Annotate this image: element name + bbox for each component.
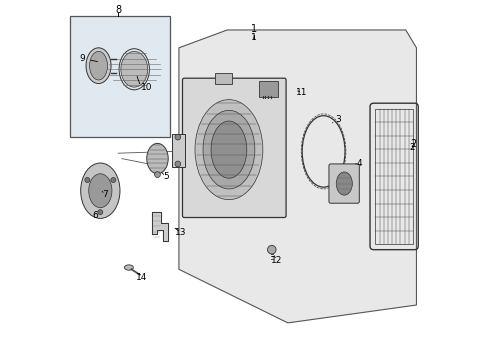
- Text: 10: 10: [141, 83, 152, 92]
- Ellipse shape: [336, 172, 352, 195]
- FancyBboxPatch shape: [182, 78, 286, 217]
- Ellipse shape: [90, 51, 107, 80]
- Ellipse shape: [86, 48, 111, 84]
- Text: 13: 13: [175, 228, 187, 237]
- Polygon shape: [179, 30, 416, 323]
- Text: 2: 2: [411, 139, 416, 149]
- Ellipse shape: [203, 111, 255, 189]
- Text: 6: 6: [92, 211, 98, 220]
- Text: 11: 11: [296, 88, 308, 97]
- Text: 4: 4: [356, 159, 362, 168]
- Text: 12: 12: [271, 256, 282, 265]
- Ellipse shape: [121, 51, 147, 87]
- FancyBboxPatch shape: [70, 16, 170, 137]
- Circle shape: [175, 134, 181, 140]
- Text: 5: 5: [162, 172, 169, 181]
- Text: 9: 9: [79, 54, 98, 63]
- Text: 8: 8: [115, 5, 121, 15]
- Text: 1: 1: [251, 23, 257, 33]
- Ellipse shape: [195, 100, 263, 200]
- Bar: [215, 73, 232, 84]
- Ellipse shape: [147, 143, 168, 174]
- Circle shape: [85, 177, 90, 183]
- Text: 7: 7: [102, 190, 108, 199]
- Circle shape: [268, 246, 276, 254]
- Circle shape: [175, 161, 181, 167]
- Text: 14: 14: [136, 273, 147, 282]
- FancyBboxPatch shape: [259, 81, 278, 97]
- Ellipse shape: [89, 174, 112, 208]
- Ellipse shape: [211, 121, 247, 178]
- Ellipse shape: [81, 163, 120, 219]
- Polygon shape: [152, 212, 168, 241]
- Circle shape: [155, 172, 160, 177]
- Text: 3: 3: [333, 115, 342, 124]
- Text: 2: 2: [409, 143, 415, 152]
- Bar: [172, 134, 185, 167]
- Ellipse shape: [124, 265, 133, 270]
- Text: 1: 1: [251, 33, 257, 42]
- FancyBboxPatch shape: [329, 164, 359, 203]
- Bar: [375, 109, 413, 244]
- Circle shape: [98, 210, 103, 215]
- Circle shape: [111, 177, 116, 183]
